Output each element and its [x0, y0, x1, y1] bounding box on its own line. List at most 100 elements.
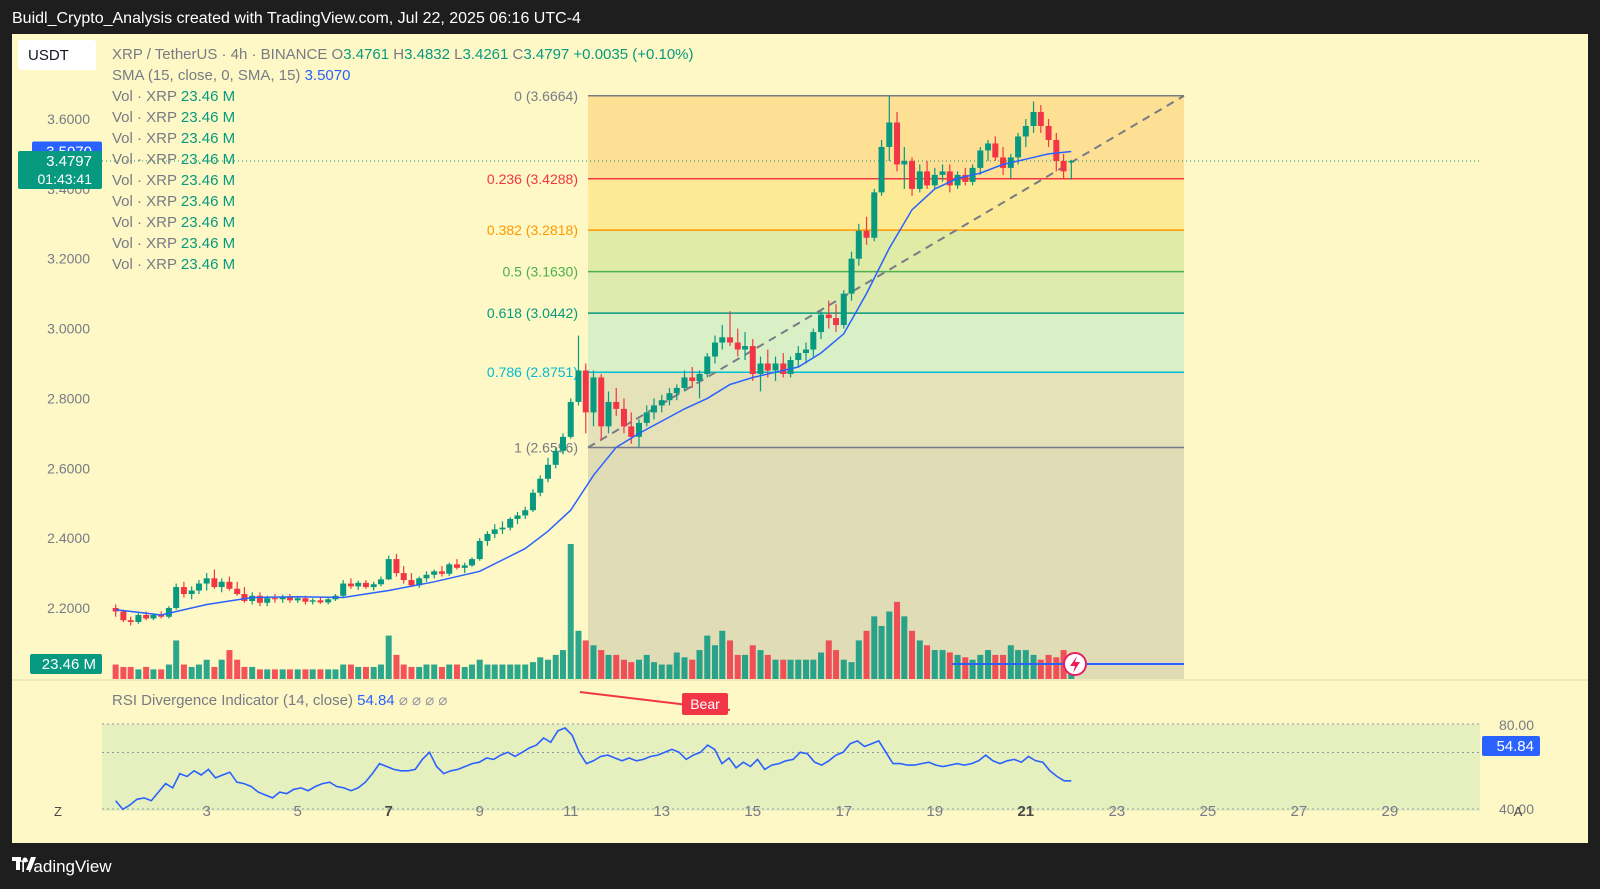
- volume-bar: [218, 659, 225, 679]
- candle-body: [651, 405, 658, 413]
- currency-button-bg[interactable]: [18, 40, 96, 70]
- volume-bars: [112, 544, 1075, 679]
- y-tick-label: 3.2000: [47, 251, 90, 267]
- volume-bar: [939, 650, 946, 679]
- chart-frame[interactable]: 0 (3.6664) 0.236 (3.4288) 0.382 (3.2818) 0.…: [12, 34, 1588, 843]
- volume-bar: [241, 666, 248, 679]
- lightning-icon[interactable]: [1063, 652, 1087, 676]
- footer: TradingView: [12, 857, 112, 877]
- candle-body: [939, 171, 946, 175]
- x-tick-label: 5: [294, 803, 302, 820]
- timezone-button[interactable]: Z: [54, 804, 62, 819]
- rsi-legend-label: RSI Divergence Indicator (14, close): [112, 692, 357, 709]
- candle-body: [370, 584, 377, 588]
- x-tick-label: 27: [1291, 803, 1308, 820]
- volume-bar: [234, 659, 241, 679]
- bear-label: Bear: [690, 696, 720, 712]
- candle-body: [1000, 157, 1007, 168]
- legend-h-label: H: [393, 46, 404, 63]
- candle-body: [833, 318, 840, 326]
- chart-svg[interactable]: 0 (3.6664) 0.236 (3.4288) 0.382 (3.2818) 0.…: [12, 34, 1588, 843]
- page-title: Buidl_Crypto_Analysis created with Tradi…: [12, 10, 581, 27]
- legend-volume-row: Vol · XRP 23.46 M: [112, 172, 235, 189]
- volume-bar: [780, 659, 787, 679]
- volume-bar: [696, 650, 703, 679]
- legend-volume-label: Vol · XRP: [112, 130, 181, 147]
- currency-button[interactable]: USDT: [18, 40, 96, 70]
- candle-body: [211, 578, 218, 588]
- volume-bar: [582, 640, 589, 679]
- volume-bar: [643, 654, 650, 679]
- candle-body: [195, 583, 202, 591]
- volume-bar: [188, 666, 195, 679]
- candle-body: [400, 573, 407, 581]
- candle-body: [234, 588, 241, 595]
- candle-body: [787, 360, 794, 374]
- volume-bar: [340, 664, 347, 679]
- candle-body: [1053, 139, 1060, 161]
- legend-close: 3.4797: [523, 46, 573, 63]
- auto-scale-button[interactable]: A: [1514, 804, 1523, 819]
- candle-body: [590, 377, 597, 413]
- candle-body: [909, 160, 916, 189]
- candle-body: [666, 393, 673, 401]
- candle-body: [507, 518, 514, 528]
- candle-body: [673, 387, 680, 394]
- candle-body: [484, 533, 491, 541]
- volume-bar: [461, 666, 468, 679]
- volume-bar: [286, 669, 293, 679]
- rsi-band: [102, 724, 1480, 811]
- x-tick-label: 11: [563, 803, 579, 820]
- volume-bar: [818, 652, 825, 679]
- candle-body: [780, 363, 787, 374]
- candle-body: [120, 611, 127, 621]
- volume-bar: [620, 659, 627, 679]
- fib-zone: [588, 313, 1184, 373]
- fib-level-label: 0.382 (3.2818): [487, 222, 578, 238]
- volume-bar: [317, 669, 324, 679]
- x-tick-label: 25: [1200, 803, 1217, 820]
- volume-bar: [1045, 654, 1052, 679]
- candle-body: [544, 464, 551, 479]
- candle-body: [264, 598, 271, 603]
- volume-bar: [476, 659, 483, 679]
- fib-trend-line: [587, 94, 1185, 449]
- volume-bar: [559, 650, 566, 679]
- legend-volume-label: Vol · XRP: [112, 256, 181, 273]
- volume-bar: [635, 659, 642, 679]
- volume-bar: [1000, 654, 1007, 679]
- volume-bar: [613, 654, 620, 679]
- candle-body: [628, 426, 635, 437]
- volume-bar: [658, 664, 665, 679]
- candle-body: [476, 540, 483, 560]
- volume-bar: [211, 666, 218, 679]
- candle-body: [772, 363, 779, 371]
- candle-body: [848, 258, 855, 294]
- volume-bar: [393, 654, 400, 679]
- volume-bar: [491, 664, 498, 679]
- candle-body: [992, 143, 999, 158]
- legend-volume-value: 23.46 M: [181, 193, 235, 210]
- candle-body: [734, 342, 741, 350]
- candlesticks: [112, 95, 1075, 626]
- y-tick-label: 3.0000: [47, 321, 90, 337]
- volume-bar: [810, 659, 817, 679]
- volume-bar: [453, 664, 460, 679]
- legend-volume-row: Vol · XRP 23.46 M: [112, 214, 235, 231]
- fib-zone: [588, 178, 1184, 231]
- legend-volume-value: 23.46 M: [181, 151, 235, 168]
- candle-body: [1037, 112, 1044, 126]
- fib-zone: [588, 372, 1184, 448]
- volume-bar: [840, 659, 847, 679]
- volume-bar: [931, 650, 938, 679]
- candle-body: [241, 594, 248, 602]
- volume-bar: [575, 630, 582, 679]
- volume-bar: [294, 669, 301, 679]
- fib-retracement: 0 (3.6664) 0.236 (3.4288) 0.382 (3.2818) 0.…: [487, 88, 1185, 679]
- candle-body: [393, 559, 400, 574]
- volume-bar: [143, 666, 150, 679]
- legend-symbol: XRP / TetherUS · 4h · BINANCE: [112, 46, 332, 63]
- candle-body: [954, 174, 961, 186]
- fib-zone: [588, 230, 1184, 272]
- candle-body: [803, 349, 810, 354]
